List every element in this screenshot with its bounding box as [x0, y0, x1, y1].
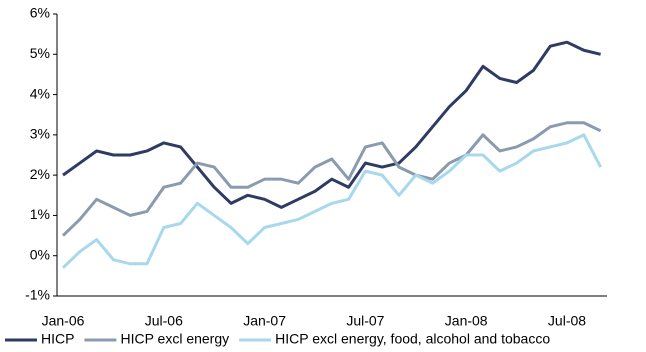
legend-label: HICP excl energy, food, alcohol and toba… — [275, 331, 550, 347]
x-tick-label: Jan-08 — [445, 313, 488, 329]
y-tick-label: 6% — [30, 5, 50, 21]
x-tick-label: Jan-07 — [243, 313, 286, 329]
legend-label: HICP excl energy — [120, 331, 229, 347]
y-tick-label: 1% — [30, 206, 50, 222]
legend-label: HICP — [41, 331, 74, 347]
series-line — [62, 40, 601, 209]
y-tick-label: 2% — [30, 166, 50, 182]
x-tick-label: Jul-07 — [346, 313, 384, 329]
y-tick-label: 0% — [30, 246, 50, 262]
series-line — [61, 133, 602, 269]
y-tick-label: 3% — [30, 126, 50, 142]
series-line — [61, 121, 602, 237]
y-tick-label: 4% — [30, 85, 50, 101]
x-tick-label: Jul-08 — [548, 313, 586, 329]
y-tick-label: 5% — [30, 45, 50, 61]
x-tick-label: Jan-06 — [42, 313, 85, 329]
x-tick-label: Jul-06 — [145, 313, 183, 329]
y-tick-label: -1% — [25, 287, 50, 303]
